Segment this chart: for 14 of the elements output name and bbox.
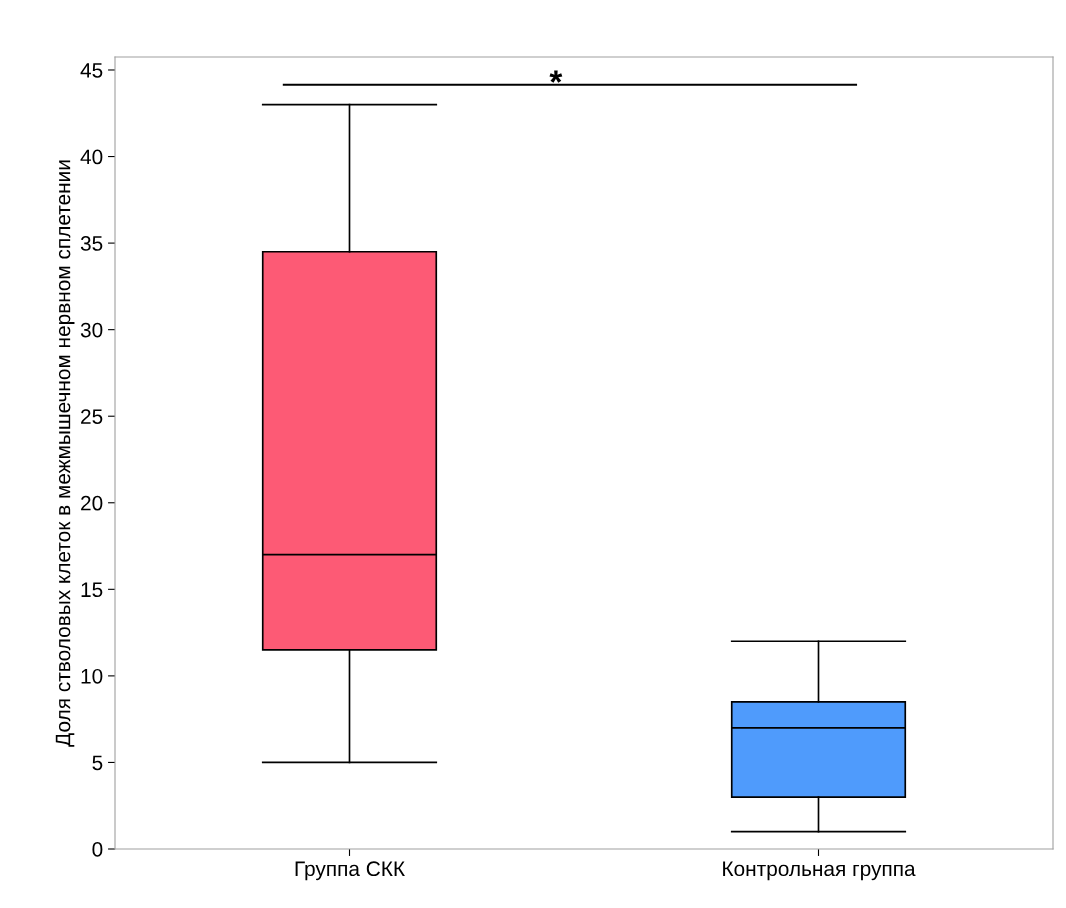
annotation: * — [549, 70, 563, 83]
y-tick-label: 30 — [80, 322, 103, 338]
y-tick-label: 0 — [92, 842, 103, 857]
y-tick-label: 10 — [81, 668, 103, 684]
y-tick-label: 25 — [81, 409, 103, 424]
y-tick-label: 5 — [92, 755, 103, 771]
y-tick-label: 45 — [80, 63, 103, 78]
y-axis-title: Доля стволовых клеток в межмышечном нервном сплетении — [55, 160, 75, 747]
y-tick-label: 15 — [81, 582, 103, 598]
y-tick-label: 40 — [80, 149, 103, 165]
x-tick-label: Контрольная группа — [723, 861, 916, 881]
y-tick-label: 35 — [80, 236, 103, 251]
y-tick-label: 20 — [81, 495, 103, 511]
x-tick-label: Группа СКК — [295, 861, 405, 881]
